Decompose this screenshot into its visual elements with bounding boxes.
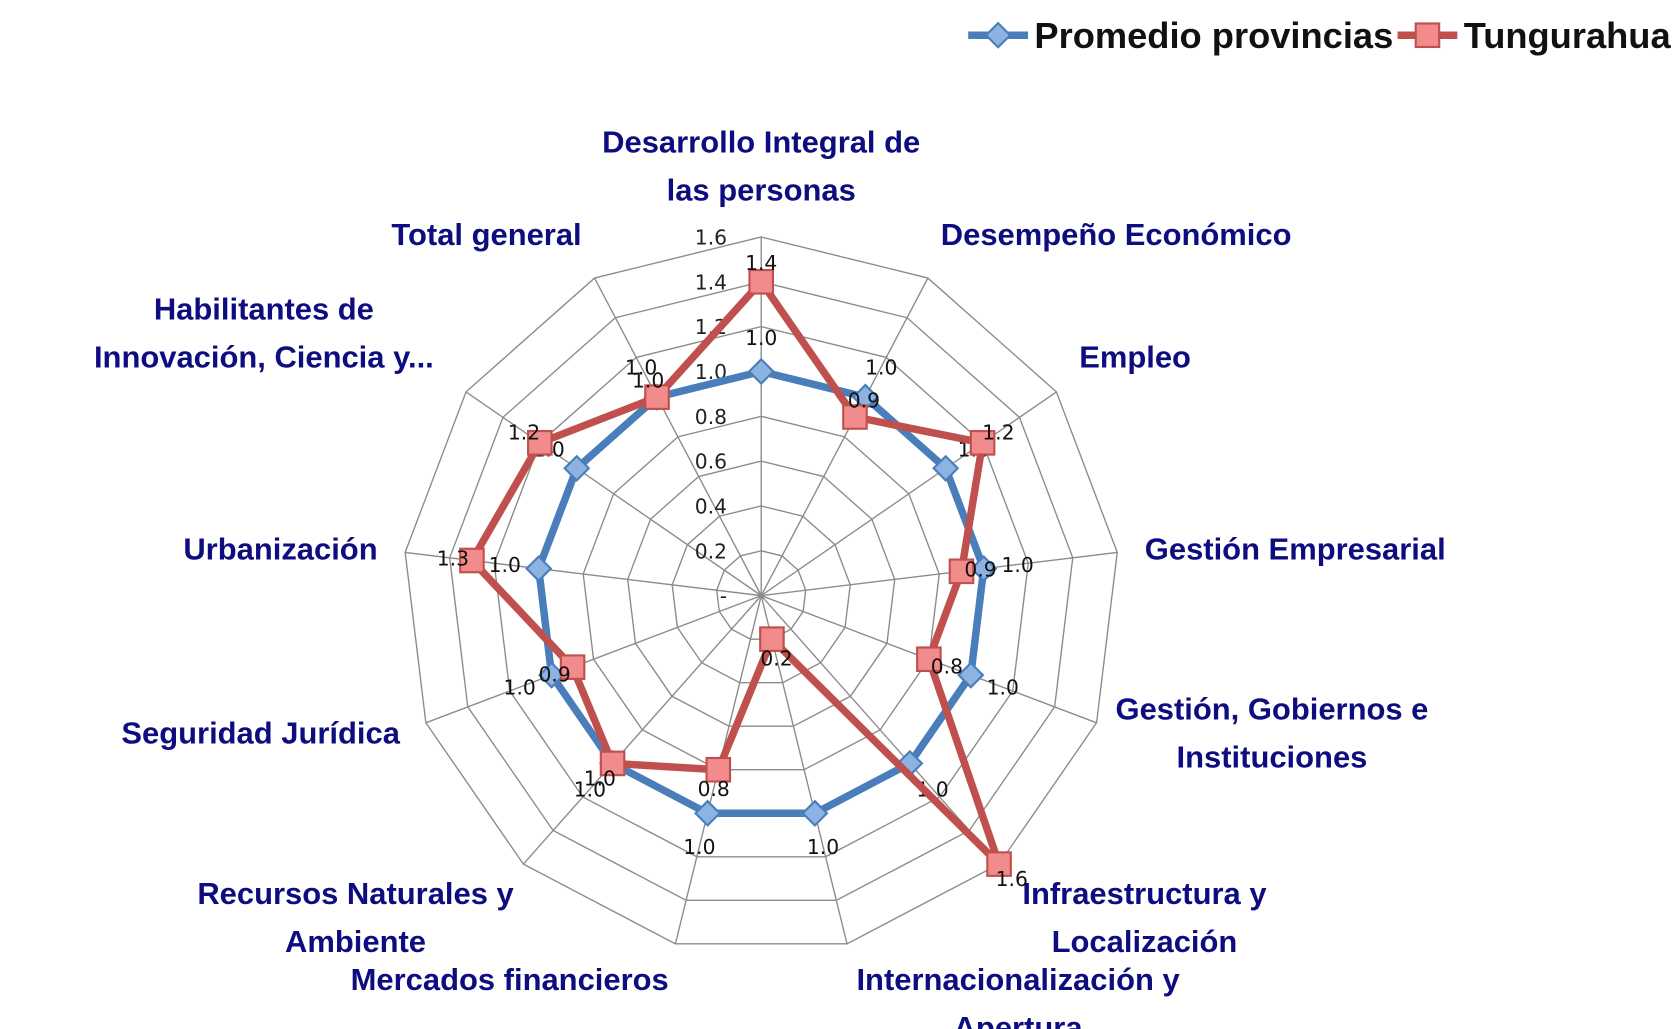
category-label: Total general bbox=[391, 217, 581, 252]
category-label: Gestión, Gobiernos e Instituciones bbox=[1116, 691, 1429, 774]
r-tick-label: 0.4 bbox=[695, 494, 727, 518]
spoke bbox=[760, 391, 1057, 597]
value-label: 1.6 bbox=[996, 867, 1028, 891]
value-label: 1.2 bbox=[982, 420, 1014, 444]
spoke bbox=[425, 594, 762, 724]
value-label: 1.0 bbox=[865, 355, 897, 379]
marker bbox=[748, 268, 775, 295]
category-label: Mercados financieros bbox=[351, 962, 669, 997]
category-label: Desempeño Económico bbox=[941, 217, 1292, 252]
value-label: 0.2 bbox=[760, 646, 792, 670]
value-label: 1.0 bbox=[574, 777, 606, 801]
r-tick-label: 0.8 bbox=[695, 405, 727, 429]
marker bbox=[693, 799, 722, 827]
marker bbox=[969, 430, 996, 456]
marker bbox=[559, 654, 586, 680]
value-label: 0.9 bbox=[538, 662, 570, 686]
category-label: Seguridad Jurídica bbox=[121, 715, 400, 750]
grid-ring bbox=[671, 505, 851, 684]
marker bbox=[599, 750, 626, 777]
spoke bbox=[522, 595, 762, 865]
value-label: 1.0 bbox=[489, 553, 521, 577]
value-label: 1.0 bbox=[632, 369, 664, 393]
spoke bbox=[760, 595, 848, 945]
r-tick-label: 0.6 bbox=[695, 450, 727, 474]
value-label: 1.0 bbox=[987, 676, 1019, 700]
marker bbox=[747, 357, 775, 386]
spoke bbox=[760, 277, 929, 596]
category-label: Internacionalización y Apertura bbox=[856, 962, 1180, 1029]
value-label: 1.0 bbox=[584, 766, 616, 790]
value-label: 1.0 bbox=[745, 326, 777, 350]
marker bbox=[459, 547, 485, 574]
marker bbox=[525, 555, 553, 583]
marker bbox=[932, 454, 960, 482]
marker bbox=[948, 558, 975, 585]
r-tick-label: 0.2 bbox=[695, 539, 727, 563]
marker bbox=[842, 404, 868, 430]
grid-ring bbox=[626, 460, 896, 727]
marker bbox=[644, 384, 670, 410]
value-label: 1.4 bbox=[745, 251, 777, 275]
marker bbox=[705, 756, 732, 783]
marker bbox=[851, 383, 879, 411]
r-tick-label: 1.4 bbox=[695, 270, 727, 294]
grid-ring bbox=[404, 236, 1118, 945]
legend-label: Tungurahua bbox=[1464, 15, 1672, 56]
marker bbox=[538, 661, 566, 689]
marker bbox=[563, 454, 591, 482]
r-tick-label: - bbox=[720, 584, 727, 608]
grid-ring bbox=[582, 415, 940, 771]
category-label: Desarrollo Integral de las personas bbox=[602, 125, 920, 208]
value-label: 1.3 bbox=[437, 547, 469, 571]
spoke bbox=[593, 277, 762, 596]
value-label: 0.8 bbox=[931, 655, 963, 679]
spoke bbox=[761, 551, 1118, 597]
category-label: Recursos Naturales y Ambiente bbox=[197, 876, 514, 959]
series-line bbox=[468, 278, 1003, 868]
legend-marker bbox=[1414, 22, 1441, 49]
value-label: 1.0 bbox=[683, 835, 715, 859]
marker bbox=[957, 661, 985, 689]
legend-label: Promedio provincias bbox=[1034, 15, 1393, 56]
value-label: 0.8 bbox=[698, 777, 730, 801]
marker bbox=[970, 555, 998, 583]
value-label: 0.9 bbox=[848, 388, 880, 412]
grid-ring bbox=[448, 281, 1074, 902]
value-label: 1.2 bbox=[508, 420, 540, 444]
value-label: 1.0 bbox=[625, 355, 657, 379]
value-label: 0.9 bbox=[964, 557, 996, 581]
series-line bbox=[534, 367, 988, 818]
marker bbox=[916, 646, 942, 673]
legend-marker bbox=[984, 21, 1012, 49]
marker bbox=[801, 799, 829, 827]
category-label: Infraestructura y Localización bbox=[1022, 876, 1267, 959]
value-label: 1.0 bbox=[504, 676, 536, 700]
marker bbox=[759, 626, 785, 652]
value-label: 1.0 bbox=[1002, 553, 1034, 577]
marker bbox=[986, 851, 1012, 877]
category-label: Urbanización bbox=[183, 532, 377, 567]
category-label: Habilitantes de Innovación, Ciencia y... bbox=[94, 292, 434, 375]
value-label: 1.0 bbox=[807, 835, 839, 859]
category-label: Gestión Empresarial bbox=[1145, 532, 1446, 567]
category-label: Empleo bbox=[1079, 340, 1191, 375]
marker bbox=[527, 430, 553, 456]
spoke bbox=[465, 391, 762, 597]
r-tick-label: 1.6 bbox=[695, 225, 727, 249]
spoke bbox=[760, 595, 1000, 865]
